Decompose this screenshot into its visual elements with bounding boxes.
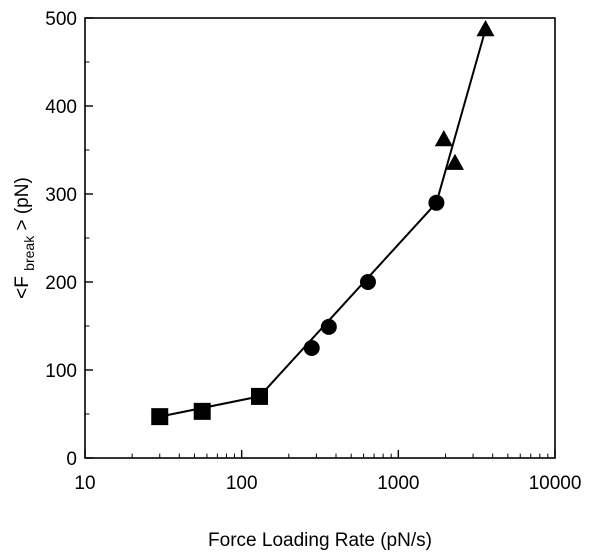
y-tick-label: 400	[45, 97, 77, 118]
y-tick-label: 0	[66, 449, 77, 470]
triangle-marker	[434, 130, 453, 147]
marker-layer	[151, 20, 495, 426]
fit-line	[435, 29, 487, 204]
x-axis-title: Force Loading Rate (pN/s)	[208, 530, 432, 551]
square-marker	[251, 387, 269, 405]
y-tick-label: 100	[45, 361, 77, 382]
y-tick-label: 200	[45, 273, 77, 294]
y-tick-label: 500	[45, 9, 77, 30]
x-tick-label: 1000	[377, 473, 419, 494]
y-axis-title-subscript: break	[21, 235, 37, 271]
x-tick-label: 10	[74, 473, 95, 494]
square-marker	[193, 402, 211, 420]
plot-frame-layer	[84, 17, 556, 459]
square-marker	[151, 408, 169, 426]
circle-marker	[320, 318, 337, 335]
y-axis-title-prefix: <F	[12, 276, 33, 299]
triangle-marker	[476, 20, 495, 37]
plot-frame	[84, 17, 556, 459]
x-tick-label: 10000	[529, 473, 582, 494]
fit-line	[258, 202, 438, 398]
circle-marker	[303, 340, 320, 356]
circle-marker	[428, 194, 445, 211]
tick-layer: 10 100 1000 10000 0 100 200 300 400 500	[45, 9, 581, 494]
fit-line-layer	[159, 29, 487, 418]
y-tick-label: 300	[45, 185, 77, 206]
y-axis-title: <F break > (pN)	[12, 177, 39, 299]
triangle-marker	[446, 153, 464, 170]
y-axis-title-suffix: > (pN)	[12, 177, 33, 230]
circle-marker	[359, 274, 376, 290]
x-tick-label: 100	[226, 473, 258, 494]
